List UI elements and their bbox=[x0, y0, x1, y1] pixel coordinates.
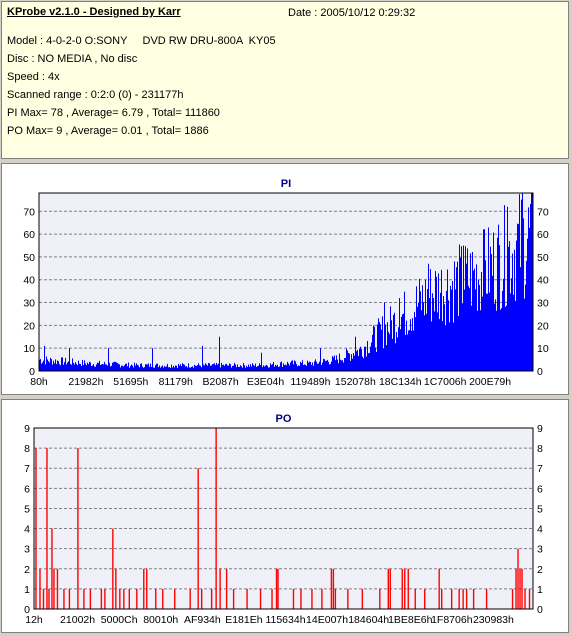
x-tick-label: 184604h bbox=[348, 614, 389, 626]
y-tick-label-right: 9 bbox=[537, 423, 543, 435]
x-tick-label: 115634h bbox=[265, 614, 305, 626]
x-tick-label: 1C7006h bbox=[424, 376, 467, 388]
y-tick-label-left: 3 bbox=[24, 544, 30, 556]
x-tick-label: 80010h bbox=[143, 614, 178, 626]
y-tick-label-left: 9 bbox=[24, 423, 30, 435]
x-tick-label: 1F8706h bbox=[431, 614, 473, 626]
y-tick-label-right: 20 bbox=[537, 320, 549, 332]
disc-info: Disc : NO MEDIA , No disc bbox=[7, 53, 138, 65]
pi-chart: PI 0 0 10 10 20 20 30 30 40 40 50 50 60 60 70 70 80h 21982… bbox=[23, 178, 549, 388]
x-tick-label: E181Eh bbox=[225, 614, 263, 626]
scan-date: Date : 2005/10/12 0:29:32 bbox=[288, 7, 416, 19]
y-tick-label-right: 2 bbox=[537, 564, 543, 576]
y-tick-label-right: 30 bbox=[537, 298, 549, 310]
po-chart-panel: PO 0 0 1 1 2 2 3 3 4 4 5 5 6 6 7 7 8 8 9 9 12h 21002h 5000Ch 800… bbox=[1, 399, 569, 633]
y-tick-label-right: 0 bbox=[537, 366, 543, 378]
x-tick-label: 21002h bbox=[60, 614, 95, 626]
y-tick-label-left: 70 bbox=[23, 206, 35, 218]
x-tick-label: 152078h bbox=[335, 376, 376, 388]
y-tick-label-right: 60 bbox=[537, 229, 549, 241]
x-tick-label: 80h bbox=[30, 376, 48, 388]
po-series bbox=[35, 428, 531, 609]
drive-model: Model : 4-0-2-0 O:SONY DVD RW DRU-800A K… bbox=[7, 35, 276, 47]
y-tick-label-left: 2 bbox=[24, 564, 30, 576]
x-tick-label: 5000Ch bbox=[101, 614, 138, 626]
info-panel: KProbe v2.1.0 - Designed by Karr Date : … bbox=[1, 1, 569, 159]
x-tick-label: 81179h bbox=[159, 376, 193, 388]
y-tick-label-right: 3 bbox=[537, 544, 543, 556]
y-tick-label-right: 8 bbox=[537, 443, 543, 455]
y-tick-label-right: 40 bbox=[537, 275, 549, 287]
y-tick-label-left: 0 bbox=[29, 366, 35, 378]
x-tick-label: 230983h bbox=[473, 614, 514, 626]
x-tick-label: 14E007h bbox=[306, 614, 348, 626]
y-tick-label-left: 6 bbox=[24, 483, 30, 495]
y-tick-label-right: 6 bbox=[537, 483, 543, 495]
y-tick-label-left: 8 bbox=[24, 443, 30, 455]
scanned-range: Scanned range : 0:2:0 (0) - 231177h bbox=[7, 89, 184, 101]
y-tick-label-right: 70 bbox=[537, 206, 549, 218]
y-tick-label-left: 4 bbox=[24, 524, 30, 536]
x-tick-label: AF934h bbox=[184, 614, 221, 626]
y-tick-label-right: 0 bbox=[537, 604, 543, 616]
scan-speed: Speed : 4x bbox=[7, 71, 60, 83]
po-chart: PO 0 0 1 1 2 2 3 3 4 4 5 5 6 6 7 7 8 8 9 9 12h 21002h 5000Ch 800… bbox=[24, 413, 543, 626]
y-tick-label-left: 40 bbox=[23, 275, 35, 287]
x-tick-label: 21982h bbox=[68, 376, 103, 388]
pi-series bbox=[39, 193, 533, 371]
y-tick-label-left: 5 bbox=[24, 503, 30, 515]
pi-summary: PI Max= 78 , Average= 6.79 , Total= 1118… bbox=[7, 107, 220, 119]
pi-chart-panel: PI 0 0 10 10 20 20 30 30 40 40 50 50 60 60 70 70 80h 21982… bbox=[1, 163, 569, 395]
x-tick-label: 51695h bbox=[113, 376, 148, 388]
y-tick-label-left: 20 bbox=[23, 320, 35, 332]
app-title: KProbe v2.1.0 - Designed by Karr bbox=[7, 6, 181, 18]
x-tick-label: 1BE8E6h bbox=[388, 614, 433, 626]
x-tick-label: 18C134h bbox=[379, 376, 422, 388]
x-tick-label: 12h bbox=[25, 614, 43, 626]
plot-border bbox=[33, 427, 534, 610]
y-tick-label-left: 10 bbox=[23, 343, 35, 355]
y-tick-label-right: 5 bbox=[537, 503, 543, 515]
y-tick-label-left: 0 bbox=[24, 604, 30, 616]
po-summary: PO Max= 9 , Average= 0.01 , Total= 1886 bbox=[7, 125, 209, 137]
y-tick-label-left: 1 bbox=[24, 584, 30, 596]
plot-border bbox=[38, 192, 534, 372]
plot-area bbox=[34, 428, 533, 609]
x-tick-label: E3E04h bbox=[247, 376, 285, 388]
y-tick-label-right: 50 bbox=[537, 252, 549, 264]
x-tick-label: B2087h bbox=[203, 376, 239, 388]
y-tick-label-right: 4 bbox=[537, 524, 543, 536]
x-tick-label: 200E79h bbox=[469, 376, 511, 388]
y-tick-label-left: 60 bbox=[23, 229, 35, 241]
y-tick-label-right: 1 bbox=[537, 584, 543, 596]
y-tick-label-left: 30 bbox=[23, 298, 35, 310]
chart-title: PI bbox=[281, 178, 291, 190]
x-tick-label: 119489h bbox=[290, 376, 330, 388]
y-tick-label-left: 7 bbox=[24, 463, 30, 475]
y-tick-label-right: 7 bbox=[537, 463, 543, 475]
y-tick-label-left: 50 bbox=[23, 252, 35, 264]
y-tick-label-right: 10 bbox=[537, 343, 549, 355]
chart-title: PO bbox=[276, 413, 292, 425]
